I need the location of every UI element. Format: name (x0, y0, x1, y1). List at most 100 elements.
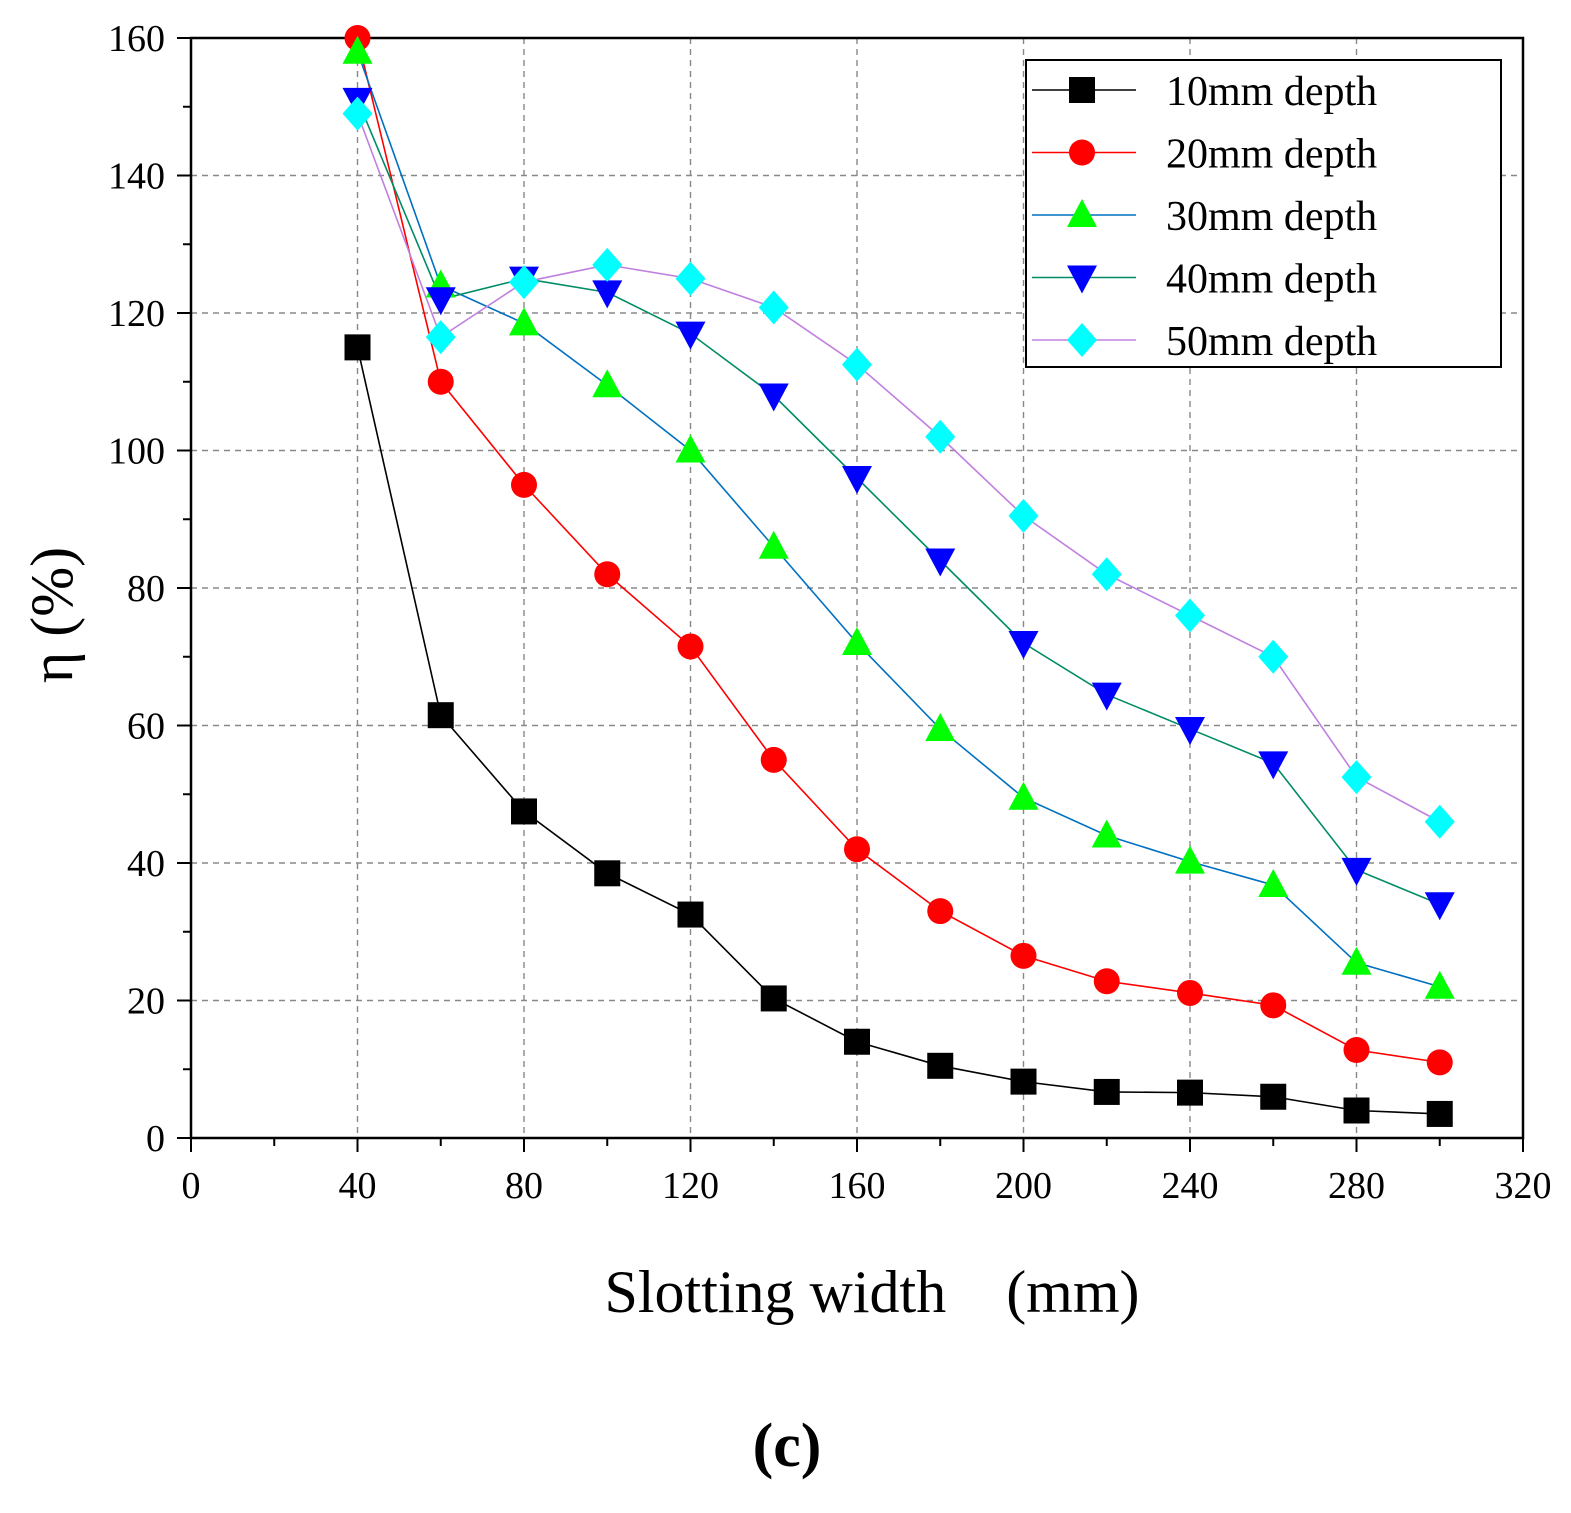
x-axis-title: Slotting width (mm) (604, 1259, 1139, 1325)
legend-item: 30mm depth (1032, 194, 1377, 240)
data-point (675, 261, 706, 296)
data-point (1091, 682, 1122, 711)
data-point (509, 265, 539, 300)
x-tick-label: 80 (505, 1165, 543, 1207)
y-tick-label: 0 (146, 1118, 165, 1160)
legend-marker (1067, 323, 1097, 357)
data-point (677, 633, 704, 660)
data-point (758, 530, 789, 559)
data-point (1258, 639, 1289, 674)
data-point (925, 419, 956, 454)
legend: 10mm depth 20mm depth 30mm depth 40mm depth… (1025, 59, 1502, 368)
y-axis-title: η (%) (19, 547, 85, 683)
data-point (1175, 598, 1205, 633)
x-tick-label: 40 (339, 1165, 377, 1207)
data-point (1258, 751, 1289, 780)
y-tick-label: 120 (108, 293, 165, 335)
legend-box (1025, 59, 1502, 368)
y-axis-ticks: 0 20 40 60 80 100 120 140 160 (108, 18, 191, 1160)
x-tick-label: 120 (662, 1165, 719, 1207)
data-point (842, 466, 872, 494)
legend-item: 40mm depth (1032, 257, 1377, 303)
legend-item: 50mm depth (1032, 319, 1377, 365)
data-point (1008, 631, 1039, 659)
data-point (594, 860, 621, 887)
legend-marker (1069, 77, 1095, 103)
legend-label: 30mm depth (1166, 194, 1377, 240)
data-point (1424, 970, 1455, 999)
series-markers-3 (342, 35, 1455, 999)
figure-caption: (c) (753, 1412, 822, 1480)
series-line-2 (356, 37, 1440, 1064)
data-point (427, 702, 454, 729)
data-point (927, 898, 954, 925)
x-tick-label: 320 (1495, 1165, 1552, 1207)
x-tick-label: 200 (995, 1165, 1052, 1207)
data-point (511, 798, 537, 825)
data-point (1008, 781, 1039, 810)
x-tick-label: 240 (1162, 1165, 1219, 1207)
y-tick-label: 100 (108, 431, 165, 473)
data-point (1343, 1097, 1370, 1124)
data-point (1093, 1078, 1120, 1105)
data-point (677, 901, 704, 928)
data-point (1343, 1037, 1370, 1063)
data-point (344, 334, 371, 361)
data-point (1341, 946, 1372, 975)
data-point (1424, 892, 1455, 921)
series-line-1 (356, 347, 1440, 1115)
data-point (1010, 942, 1037, 969)
data-point (1177, 979, 1203, 1006)
data-point (927, 1052, 954, 1079)
data-point (425, 287, 456, 316)
data-point (592, 247, 623, 282)
data-point (592, 280, 623, 309)
data-point (1091, 557, 1122, 592)
x-axis-ticks: 0 40 80 120 160 200 240 280 320 (182, 1138, 1552, 1207)
data-point (1260, 992, 1287, 1019)
data-point (1341, 857, 1372, 886)
x-tick-label: 160 (829, 1165, 886, 1207)
data-point (1177, 1079, 1203, 1106)
legend-marker (1067, 199, 1097, 227)
y-tick-label: 60 (127, 706, 165, 748)
data-point (425, 320, 456, 355)
data-point (925, 548, 956, 577)
data-point (760, 746, 787, 773)
data-point (842, 347, 872, 382)
data-point (1260, 1083, 1287, 1110)
data-point (758, 383, 789, 412)
x-tick-label: 280 (1328, 1165, 1385, 1207)
data-point (1341, 760, 1372, 795)
data-point (1424, 804, 1455, 839)
data-point (675, 434, 706, 463)
data-point (758, 290, 789, 325)
data-point (511, 471, 537, 498)
data-point (509, 307, 539, 336)
legend-label: 10mm depth (1166, 69, 1377, 115)
data-point (1008, 498, 1039, 533)
data-point (427, 368, 454, 395)
series-markers-1 (344, 334, 1453, 1127)
data-point (1010, 1068, 1037, 1095)
legend-label: 20mm depth (1166, 132, 1377, 178)
legend-item: 10mm depth (1032, 69, 1377, 115)
y-tick-label: 160 (108, 18, 165, 60)
data-point (594, 561, 621, 588)
legend-marker (1067, 265, 1097, 294)
data-point (844, 1028, 870, 1055)
series-group (342, 25, 1455, 1127)
data-point (592, 369, 623, 398)
data-point (1258, 869, 1289, 897)
y-tick-label: 40 (127, 843, 165, 885)
series-line-5 (356, 113, 1441, 823)
series-markers-5 (342, 96, 1455, 839)
data-point (760, 985, 787, 1012)
legend-marker (1069, 139, 1095, 166)
y-tick-label: 80 (127, 568, 165, 610)
x-tick-label: 0 (182, 1165, 201, 1207)
y-tick-label: 140 (108, 156, 165, 198)
data-point (844, 836, 870, 863)
data-point (1175, 845, 1205, 874)
